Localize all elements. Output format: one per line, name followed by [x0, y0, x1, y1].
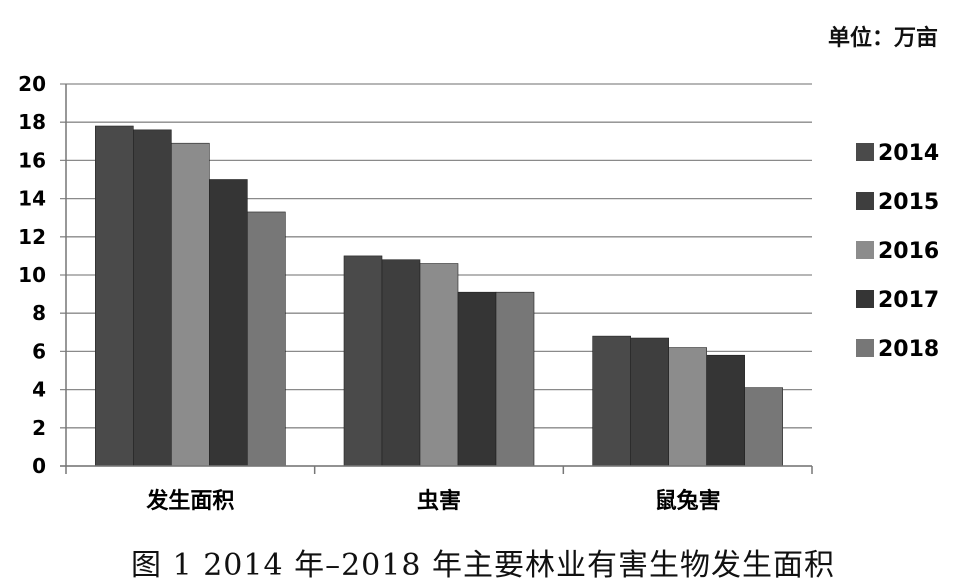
bar-2014-0 [95, 125, 134, 467]
bar-2017-1 [457, 291, 497, 467]
y-tick-label: 18 [18, 110, 46, 134]
legend-label-2016: 2016 [878, 239, 939, 264]
bar-2018-2 [744, 387, 783, 467]
bar-2015-0 [133, 129, 172, 467]
y-tick-label: 0 [32, 454, 46, 478]
y-tick-label: 8 [32, 301, 46, 325]
y-tick-label: 2 [32, 416, 46, 440]
y-tick-label: 16 [18, 148, 46, 172]
y-axis-ticks: 0 2 4 6 8 10 12 14 16 18 20 [18, 72, 46, 478]
category-label: 虫害 [417, 488, 461, 514]
legend-label-2018: 2018 [878, 337, 939, 362]
legend-swatch-2018 [856, 339, 874, 357]
legend-swatch-2014 [856, 143, 874, 161]
bar-2014-2 [592, 335, 631, 467]
y-tick-label: 12 [18, 225, 46, 249]
legend-swatch-2015 [856, 192, 874, 210]
category-label: 发生面积 [145, 488, 234, 514]
bar-2015-1 [381, 259, 421, 467]
bar-2015-2 [630, 337, 669, 467]
bar-2018-0 [247, 211, 286, 467]
legend: 2014 2015 2016 2017 2018 [856, 141, 939, 362]
y-tick-label: 20 [18, 72, 46, 96]
bar-2018-1 [495, 291, 535, 467]
axes [60, 84, 813, 474]
bar-2016-1 [419, 263, 459, 467]
unit-label: 单位：万亩 [827, 26, 938, 51]
figure-caption: 图 1 2014 年–2018 年主要林业有害生物发生面积 [131, 548, 835, 583]
y-tick-label: 6 [32, 339, 46, 363]
bars [95, 125, 783, 467]
y-tick-label: 14 [18, 187, 46, 211]
y-tick-label: 4 [32, 378, 46, 402]
bar-2017-0 [209, 179, 248, 467]
bar-2016-2 [668, 347, 707, 467]
bar-chart: 0 2 4 6 8 10 12 14 16 18 20 发生面积 虫害 鼠兔害 2014 2015 2016… [18, 72, 939, 514]
y-tick-label: 10 [18, 263, 46, 287]
bar-2016-0 [171, 142, 210, 467]
bar-2014-1 [343, 255, 383, 467]
category-label: 鼠兔害 [655, 488, 721, 514]
category-labels: 发生面积 虫害 鼠兔害 [145, 488, 720, 514]
legend-swatch-2016 [856, 241, 874, 259]
legend-label-2015: 2015 [878, 190, 939, 215]
legend-label-2014: 2014 [878, 141, 939, 166]
legend-swatch-2017 [856, 290, 874, 308]
legend-label-2017: 2017 [878, 288, 939, 313]
bar-2017-2 [706, 354, 745, 467]
